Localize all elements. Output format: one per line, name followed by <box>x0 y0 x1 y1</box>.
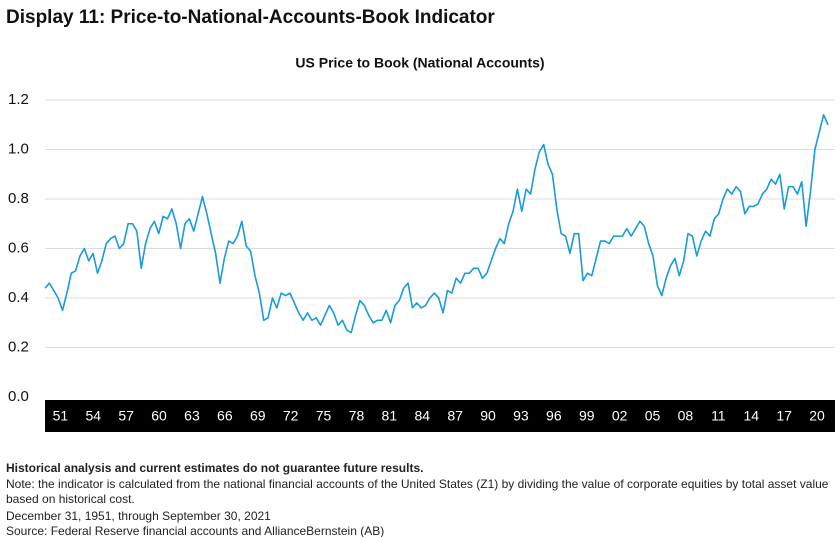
source: Source: Federal Reserve financial accoun… <box>6 524 385 537</box>
y-tick-label: 0.0 <box>8 388 29 405</box>
note: Note: the indicator is calculated from t… <box>6 477 829 506</box>
x-tick-label: 08 <box>678 408 694 424</box>
x-tick-label: 57 <box>118 408 134 424</box>
period: December 31, 1951, through September 30,… <box>6 509 271 523</box>
chart: Display 11: Price-to-National-Accounts-B… <box>6 7 835 432</box>
chart-subtitle: US Price to Book (National Accounts) <box>295 55 544 71</box>
x-tick-label: 90 <box>480 408 496 424</box>
x-axis-band <box>45 400 835 432</box>
x-tick-label: 78 <box>349 408 365 424</box>
x-tick-label: 54 <box>85 408 101 424</box>
x-tick-label: 60 <box>151 408 167 424</box>
x-tick-label: 63 <box>184 408 200 424</box>
x-tick-label: 02 <box>612 408 628 424</box>
chart-title: Display 11: Price-to-National-Accounts-B… <box>6 7 495 28</box>
x-tick-label: 84 <box>414 408 430 424</box>
y-tick-label: 0.8 <box>8 190 29 207</box>
x-tick-label: 99 <box>579 408 595 424</box>
y-tick-label: 0.6 <box>8 239 29 256</box>
x-tick-label: 93 <box>513 408 529 424</box>
x-tick-label: 17 <box>776 408 792 424</box>
x-tick-label: 20 <box>809 408 825 424</box>
x-tick-label: 87 <box>447 408 463 424</box>
y-tick-label: 0.2 <box>8 338 29 355</box>
disclaimer: Historical analysis and current estimate… <box>6 461 424 475</box>
x-tick-label: 51 <box>53 408 69 424</box>
price-to-book-line <box>44 114 829 334</box>
x-tick-label: 75 <box>316 408 332 424</box>
x-tick-label: 81 <box>382 408 398 424</box>
y-tick-label: 1.2 <box>8 91 29 108</box>
x-tick-label: 05 <box>645 408 661 424</box>
y-tick-label: 0.4 <box>8 289 29 306</box>
x-tick-label: 72 <box>283 408 299 424</box>
x-tick-label: 96 <box>546 408 562 424</box>
x-tick-label: 66 <box>217 408 233 424</box>
x-tick-label: 69 <box>250 408 266 424</box>
x-tick-label: 11 <box>711 408 726 424</box>
x-tick-label: 14 <box>743 408 759 424</box>
y-tick-label: 1.0 <box>8 140 29 157</box>
